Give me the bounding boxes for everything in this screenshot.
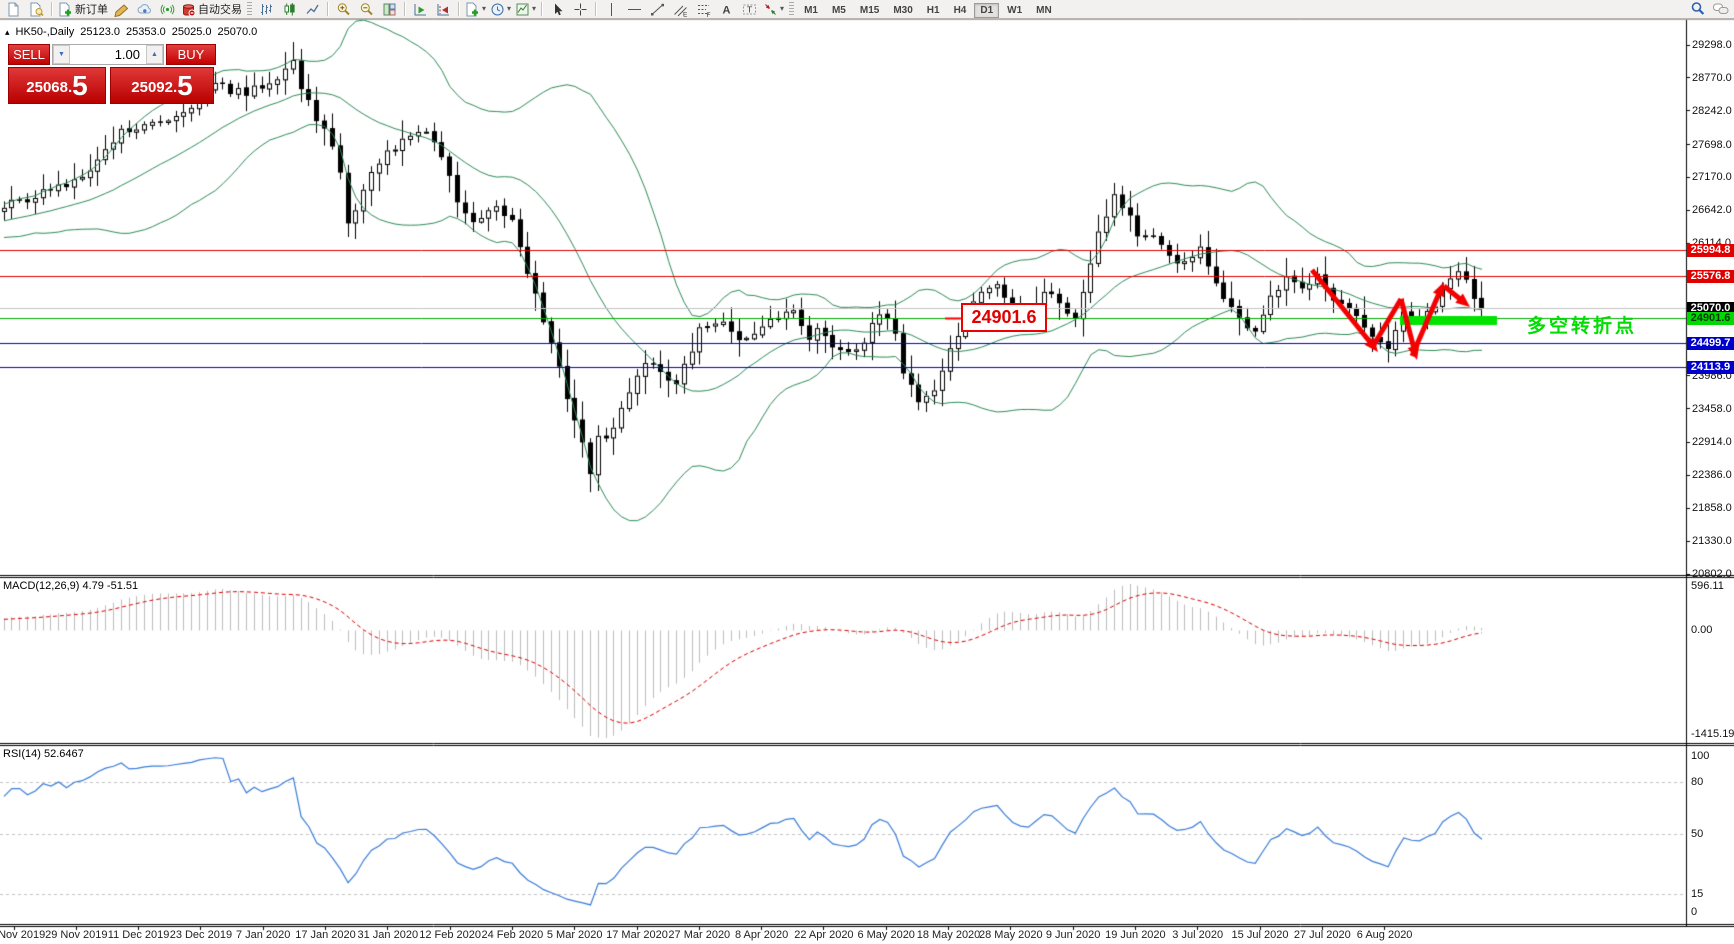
- volume-decrease-button[interactable]: ▼: [53, 45, 70, 64]
- search-icon[interactable]: [1686, 1, 1709, 18]
- timeframe-mn[interactable]: MN: [1036, 5, 1052, 16]
- timeframe-h1[interactable]: H1: [926, 5, 940, 16]
- chevron-up-icon: ▲: [151, 51, 158, 58]
- profiles-button[interactable]: [25, 1, 48, 18]
- bar-chart-button[interactable]: [255, 1, 278, 18]
- horizontal-line-button[interactable]: [623, 1, 646, 18]
- timeframe-m15[interactable]: M15: [859, 5, 880, 16]
- autotrading-button[interactable]: 自动交易: [179, 1, 244, 18]
- toolbar: 新订单 自动交易 ▾ ▾ ▾ E F A T ▾: [0, 0, 1734, 19]
- svg-text:F: F: [706, 12, 710, 17]
- crosshair-button[interactable]: [569, 1, 592, 18]
- timeframe-h4[interactable]: H4: [953, 5, 967, 16]
- fibonacci-button[interactable]: F: [692, 1, 715, 18]
- toolbar-drag-handle[interactable]: [789, 2, 795, 16]
- buy-price-button[interactable]: 25092. 5: [110, 67, 214, 104]
- metaeditor-icon[interactable]: [110, 1, 133, 18]
- signals-icon[interactable]: [156, 1, 179, 18]
- autotrading-label: 自动交易: [198, 4, 242, 16]
- templates-button[interactable]: ▾: [513, 1, 538, 18]
- chevron-down-icon: ▼: [58, 51, 65, 58]
- candlestick-chart-button[interactable]: [278, 1, 301, 18]
- chevron-down-icon: ▾: [507, 4, 512, 13]
- svg-text:A: A: [723, 4, 731, 16]
- text-label-button[interactable]: T: [738, 1, 761, 18]
- arrows-tool-button[interactable]: ▾: [761, 1, 786, 18]
- timeframe-group: M1 M5 M15 M30 H1 H4 D1 W1 MN: [797, 0, 1059, 18]
- vertical-line-button[interactable]: [600, 1, 623, 18]
- zoom-out-button[interactable]: [355, 1, 378, 18]
- trendline-button[interactable]: [646, 1, 669, 18]
- chat-icon[interactable]: [1709, 1, 1732, 18]
- new-order-button[interactable]: 新订单: [56, 1, 110, 18]
- timeframe-m5[interactable]: M5: [831, 5, 846, 16]
- new-order-label: 新订单: [75, 4, 108, 16]
- zoom-in-button[interactable]: [332, 1, 355, 18]
- text-button[interactable]: A: [715, 1, 738, 18]
- one-click-trading-panel: SELL ▼ 1.00 ▲ BUY 25068. 5 25092. 5: [8, 44, 216, 104]
- buy-price-pip: 5: [177, 70, 193, 101]
- chevron-down-icon: ▾: [532, 4, 537, 13]
- svg-text:T: T: [747, 4, 752, 14]
- chevron-down-icon: ▾: [482, 4, 487, 13]
- sell-price-dot: .: [67, 79, 73, 96]
- volume-stepper: ▼ 1.00 ▲: [52, 44, 164, 65]
- timeframe-d1[interactable]: D1: [974, 3, 1000, 18]
- sell-button[interactable]: SELL: [8, 44, 50, 65]
- auto-scroll-button[interactable]: [409, 1, 432, 18]
- volume-increase-button[interactable]: ▲: [146, 45, 163, 64]
- new-chart-button[interactable]: [2, 1, 25, 18]
- sell-price-pip: 5: [72, 70, 88, 101]
- mql5-cloud-icon[interactable]: [133, 1, 156, 18]
- buy-price-dot: .: [172, 79, 178, 96]
- timeframe-m30[interactable]: M30: [893, 5, 913, 16]
- periods-button[interactable]: ▾: [488, 1, 513, 18]
- timeframe-w1[interactable]: W1: [1007, 5, 1023, 16]
- equidistant-channel-button[interactable]: E: [669, 1, 692, 18]
- volume-input[interactable]: 1.00: [114, 47, 140, 62]
- toolbar-drag-handle[interactable]: [247, 2, 252, 16]
- chevron-down-icon: ▾: [780, 4, 785, 13]
- buy-price-main: 25092: [131, 79, 173, 96]
- svg-text:E: E: [683, 11, 688, 17]
- timeframe-m1[interactable]: M1: [804, 5, 818, 16]
- line-chart-button[interactable]: [301, 1, 324, 18]
- sell-price-main: 25068: [26, 79, 68, 96]
- buy-button[interactable]: BUY: [166, 44, 216, 65]
- tile-windows-button[interactable]: [378, 1, 401, 18]
- sell-price-button[interactable]: 25068. 5: [8, 67, 106, 104]
- cursor-button[interactable]: [546, 1, 569, 18]
- indicators-button[interactable]: ▾: [463, 1, 488, 18]
- chart-shift-button[interactable]: [432, 1, 455, 18]
